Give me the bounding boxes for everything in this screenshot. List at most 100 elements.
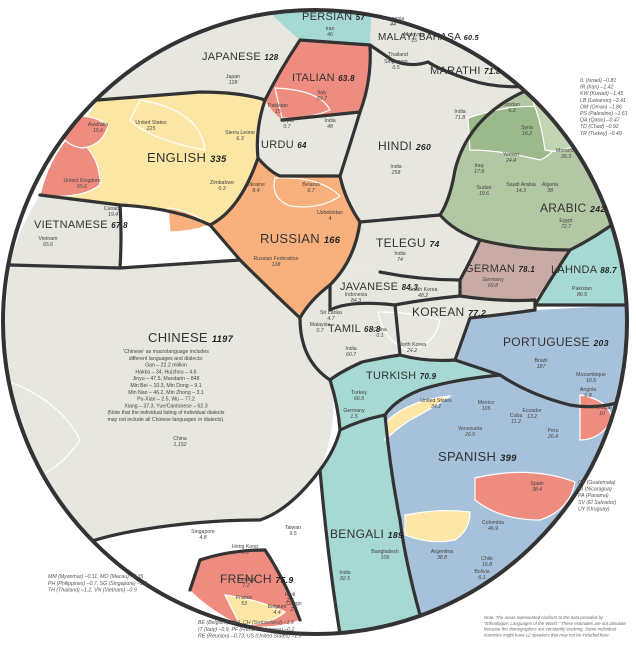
country-value: 6.1 (478, 575, 485, 581)
chinese-description-line: may not include all Chinese languages or… (107, 417, 224, 423)
chart-outline (1, 8, 629, 636)
country-value: 55.6 (77, 184, 87, 190)
region-border (453, 238, 537, 362)
country-value: 65.6 (43, 242, 53, 248)
country-label: Iran 46 (326, 26, 335, 38)
country-label: India 48 (324, 118, 335, 130)
country-value: 15.6 (93, 128, 103, 134)
country-value: 60.7 (346, 352, 357, 358)
region-vietnamese (10, 195, 121, 268)
country-value: 1.5 (350, 414, 357, 420)
region-turkish (330, 355, 500, 430)
country-value: 16.8 (482, 562, 492, 568)
region-german (460, 240, 570, 301)
label-arabic: ARABIC 242 (540, 201, 605, 215)
country-label: Egypt 72.7 (559, 218, 573, 230)
country-value: 11.2 (511, 419, 521, 425)
label-lahnda: LAHNDA 88.7 (551, 264, 617, 276)
label-malay-bahasa: MALAY/ BAHASA 60.5 (378, 32, 480, 43)
country-value: 16.2 (522, 131, 532, 137)
country-value: 9.5 (289, 531, 296, 537)
country-value: 14.3 (516, 188, 526, 194)
region-border (338, 110, 442, 224)
country-label: Turkey 66.5 (351, 390, 367, 402)
region-border (298, 316, 402, 382)
label-korean: KOREAN 77.2 (412, 305, 486, 319)
french-side-note: RE (Réunion) –0.73, US (United States) –… (198, 634, 302, 640)
country-label: Yemen 24.4 (503, 152, 519, 164)
label-persian: PERSIAN 57 (302, 11, 365, 23)
country-label: India 60.7 (345, 346, 357, 358)
country-value: 34.2 (431, 404, 441, 410)
country-value: 66.5 (354, 396, 364, 402)
label-italian: ITALIAN 63.8 (292, 72, 355, 84)
country-cell (39, 134, 101, 197)
spanish-side-note: UY (Uruguay) (578, 506, 610, 512)
footnote-line: Note: The areas represented conform to t… (484, 615, 604, 620)
region-persian (262, 10, 372, 48)
region-urdu (257, 100, 360, 176)
country-value: 2.7 (285, 598, 294, 604)
speakers-arabic: 242 (589, 204, 605, 214)
region-border (393, 303, 627, 409)
label-english: ENGLISH 335 (147, 150, 227, 165)
country-value: 6.6 (241, 550, 248, 556)
country-value: 44 (390, 22, 396, 28)
country-value: 59.7 (317, 96, 328, 102)
region-japanese (98, 10, 300, 100)
speakers-bengali: 189 (388, 530, 403, 540)
country-label: Mexico 105 (478, 400, 495, 412)
region-border (383, 413, 422, 617)
chinese-description-line: Xiang – 37.3, Yue/Cantonese – 62.3 (124, 403, 207, 409)
arabic-side-note: LB (Lebanon) –3.41 (580, 98, 626, 104)
country-cell (273, 177, 341, 208)
label-vietnamese: VIETNAMESE 67.8 (34, 219, 128, 231)
chinese-description-line: Hakka – 34, Huizhou – 4.6 (135, 369, 196, 375)
label-spanish: SPANISH 399 (438, 449, 517, 464)
chinese-side-note: MM (Myanmar) –0.11, MO (Macau) –0.35 (48, 574, 143, 580)
region-border (208, 223, 242, 262)
country-cell (223, 594, 287, 626)
country-value: 0.1 (376, 333, 383, 339)
label-japanese: JAPANESE 128 (202, 51, 279, 63)
chinese-description-line: different languages and dialects: (129, 356, 204, 362)
chinese-description-line: ‘Chinese’ as macrolanguage includes (123, 349, 209, 355)
country-label: Vietnam 65.6 (39, 236, 58, 248)
spanish-side-note: SV (El Salvador) (578, 500, 617, 506)
country-label: India 74 (394, 251, 405, 263)
country-label: Spain 38.4 (530, 481, 543, 493)
chinese-description-line: Jinyu – 47.5, Mandarin – 848 (133, 376, 200, 382)
chinese-description-line: Min Bei – 10.3, Min Dong – 9.1 (130, 383, 201, 389)
region-border (368, 43, 542, 89)
country-value: 74 (397, 257, 403, 263)
speakers-korean: 77.2 (468, 308, 486, 318)
speakers-chinese: 1197 (212, 334, 234, 344)
label-chinese: CHINESE 1197 (148, 330, 234, 345)
footnote-line: countries might have L2 speakers that ma… (484, 632, 610, 637)
country-value: 24.4 (505, 158, 516, 164)
country-value: 38.8 (437, 555, 447, 561)
footnote-line: "Ethnologue: Languages of the World". Th… (484, 621, 626, 626)
label-javanese: JAVANESE 84.3 (340, 281, 418, 293)
country-label: Cuba 11.2 (510, 413, 523, 425)
country-value: 82.5 (340, 576, 350, 582)
speakers-italian: 63.8 (338, 74, 355, 83)
footnote-line: because the demographics are constantly … (484, 627, 617, 632)
region-border (533, 248, 627, 307)
country-value: 138 (272, 262, 281, 268)
country-value: 71.8 (455, 115, 465, 121)
country-value: 19.6 (479, 191, 489, 197)
country-value: 26.4 (547, 434, 558, 440)
country-value: 46 (327, 32, 333, 38)
region-bengali (320, 415, 420, 634)
region-border (438, 83, 627, 252)
chinese-description-line: Gan – 22.2 million (145, 363, 187, 369)
country-value: 84.3 (351, 298, 361, 304)
spanish-side-note: GT (Guatemala) (578, 480, 616, 486)
speakers-javanese: 84.3 (402, 283, 419, 292)
country-value: 6.2 (508, 108, 515, 114)
speakers-russian: 166 (324, 235, 341, 245)
chinese-side-note: TH (Thailand) –1.2, VN (Vietnam) –0.9 (48, 588, 137, 594)
